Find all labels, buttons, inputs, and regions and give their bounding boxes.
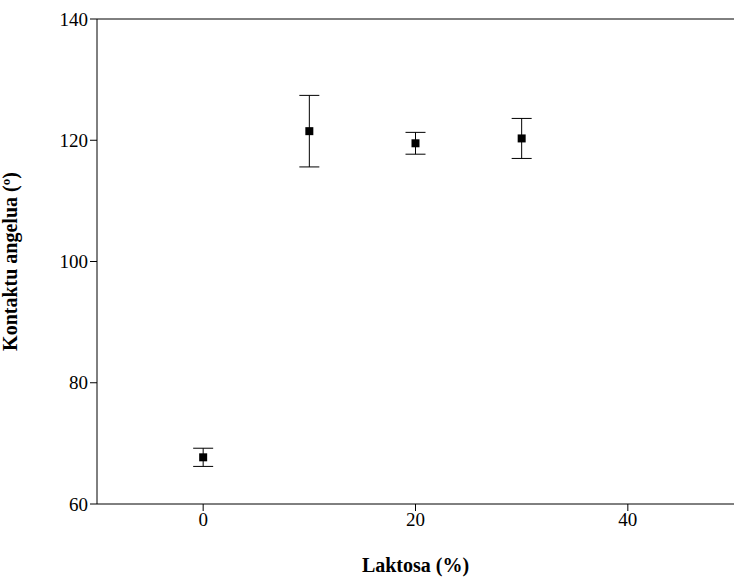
svg-text:20: 20 [406, 509, 425, 530]
svg-text:0: 0 [198, 509, 208, 530]
svg-text:140: 140 [60, 9, 89, 30]
svg-text:120: 120 [60, 130, 89, 151]
svg-text:40: 40 [618, 509, 637, 530]
svg-text:60: 60 [69, 494, 88, 515]
svg-text:80: 80 [69, 372, 88, 393]
svg-text:Kontaktu angelua (º): Kontaktu angelua (º) [0, 172, 22, 351]
svg-text:Laktosa (%): Laktosa (%) [362, 554, 469, 577]
svg-text:100: 100 [60, 251, 89, 272]
